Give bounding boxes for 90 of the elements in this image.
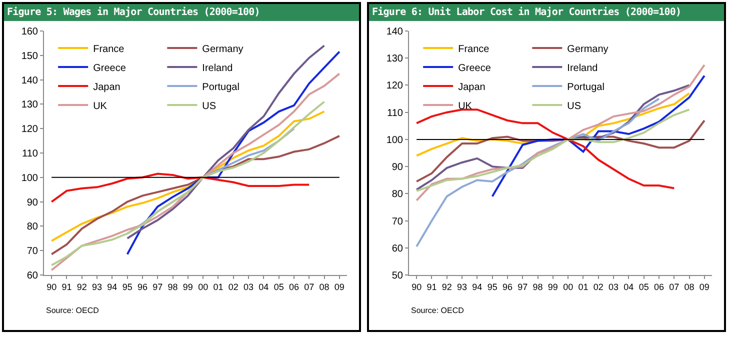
x-tick-label: 01 (213, 282, 224, 292)
x-tick-label: 90 (412, 282, 422, 292)
y-tick-label: 100 (386, 134, 404, 146)
legend-label: Japan (93, 82, 120, 93)
x-tick-label: 07 (669, 282, 680, 292)
y-tick-label: 80 (26, 222, 38, 233)
x-tick-label: 06 (288, 282, 299, 292)
x-tick-label: 95 (487, 282, 498, 292)
x-tick-label: 96 (137, 282, 148, 292)
y-tick-label: 140 (386, 26, 404, 38)
x-tick-label: 09 (334, 282, 344, 292)
x-tick-label: 01 (578, 282, 588, 292)
legend-label: UK (93, 100, 108, 112)
legend-label: Japan (458, 82, 486, 93)
x-tick-label: 05 (274, 282, 284, 292)
x-tick-label: 91 (62, 282, 72, 292)
x-tick-label: 98 (532, 282, 543, 292)
x-tick-label: 91 (426, 282, 437, 292)
y-tick-label: 50 (392, 270, 404, 282)
y-tick-label: 80 (392, 189, 404, 200)
y-tick-label: 100 (21, 172, 38, 184)
y-tick-label: 140 (21, 75, 38, 86)
x-tick-label: 08 (684, 282, 694, 292)
x-tick-label: 96 (502, 282, 512, 292)
x-tick-label: 98 (168, 282, 178, 292)
x-tick-label: 00 (563, 282, 574, 292)
chart-title: Figure 6: Unit Labor Cost in Major Countries (2000=100) (369, 4, 724, 21)
legend-label: Germany (202, 44, 244, 55)
legend-label: US (202, 100, 216, 112)
legend-label: US (567, 100, 582, 112)
line-series (50, 110, 326, 242)
x-tick-label: 09 (699, 282, 710, 292)
legend-label: Greece (93, 62, 126, 74)
legend-label: Portugal (567, 82, 604, 93)
x-tick-label: 90 (46, 282, 57, 292)
x-tick-label: 92 (76, 282, 87, 292)
line-series (416, 98, 660, 248)
x-tick-label: 97 (518, 282, 528, 292)
x-tick-label: 94 (107, 282, 118, 292)
y-tick-label: 130 (386, 54, 404, 65)
chart-title: Figure 5: Wages in Major Countries (2000=100) (4, 4, 359, 21)
x-tick-label: 03 (244, 282, 254, 292)
x-tick-label: 02 (593, 282, 604, 292)
y-tick-label: 90 (26, 197, 38, 208)
y-tick-label: 120 (386, 80, 404, 92)
x-tick-label: 99 (182, 282, 193, 292)
x-tick-label: 95 (122, 282, 132, 292)
legend-label: Greece (458, 62, 492, 74)
line-series (50, 72, 340, 272)
line-series (50, 172, 310, 203)
y-tick-label: 130 (21, 100, 38, 111)
x-tick-label: 05 (638, 282, 649, 292)
x-tick-label: 00 (198, 282, 208, 292)
legend-label: Ireland (567, 62, 598, 74)
y-tick-label: 60 (392, 243, 404, 254)
y-tick-label: 110 (387, 108, 404, 119)
x-tick-label: 03 (608, 282, 619, 292)
source-note: Source: OECD (46, 306, 100, 315)
x-tick-label: 07 (304, 282, 314, 292)
y-tick-label: 110 (22, 148, 38, 160)
legend-label: Germany (567, 44, 608, 55)
x-tick-label: 02 (228, 282, 238, 292)
line-series (416, 64, 706, 202)
line-series (50, 100, 326, 266)
line-series (126, 44, 326, 240)
legend-label: France (93, 44, 125, 55)
y-tick-label: 90 (392, 162, 404, 174)
x-tick-label: 93 (92, 282, 102, 292)
x-tick-label: 93 (457, 282, 468, 292)
x-tick-label: 08 (319, 282, 330, 292)
line-series (491, 74, 706, 198)
y-tick-label: 60 (26, 270, 38, 282)
y-tick-label: 150 (21, 50, 38, 62)
source-note: Source: OECD (411, 306, 464, 315)
x-tick-label: 04 (258, 282, 269, 292)
line-series (416, 119, 706, 182)
line-series (50, 134, 340, 256)
x-tick-label: 04 (624, 282, 634, 292)
x-tick-label: 99 (548, 282, 558, 292)
y-tick-label: 70 (392, 216, 404, 228)
x-tick-label: 97 (152, 282, 163, 292)
x-tick-label: 06 (654, 282, 664, 292)
legend-label: Ireland (202, 62, 233, 74)
legend-label: France (458, 44, 490, 55)
y-tick-label: 70 (26, 246, 38, 258)
y-tick-label: 160 (21, 26, 38, 38)
legend-label: Portugal (202, 82, 240, 93)
x-tick-label: 92 (442, 282, 452, 292)
x-tick-label: 94 (472, 282, 482, 292)
y-tick-label: 120 (21, 124, 38, 136)
